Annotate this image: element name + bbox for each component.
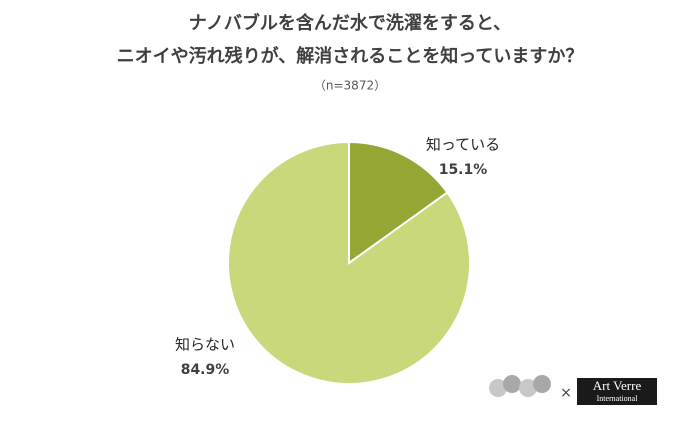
logo-shape — [519, 379, 537, 397]
logo-shape — [503, 375, 521, 393]
slice-label: 知っている — [426, 136, 500, 154]
logo-shape — [533, 375, 551, 393]
brand-sub: International — [597, 394, 639, 403]
logo-shape — [489, 379, 507, 397]
brand-box — [577, 378, 657, 405]
chart-title: ナノバブルを含んだ水で洗濯をすると、 — [189, 12, 511, 34]
slice-value-label: 84.9% — [181, 362, 230, 378]
slice-label: 知らない — [175, 336, 235, 354]
pie-slice — [348, 140, 449, 265]
logo-separator: × — [560, 385, 572, 401]
slice-value-label: 15.1% — [439, 162, 488, 178]
brand-name: Art Verre — [593, 378, 642, 393]
pie-slice — [227, 140, 471, 385]
chart-title: ニオイや汚れ残りが、解消されることを知っていますか？ — [117, 45, 584, 67]
partner-logo — [489, 375, 551, 397]
chart-subtitle: （n=3872） — [314, 79, 386, 93]
